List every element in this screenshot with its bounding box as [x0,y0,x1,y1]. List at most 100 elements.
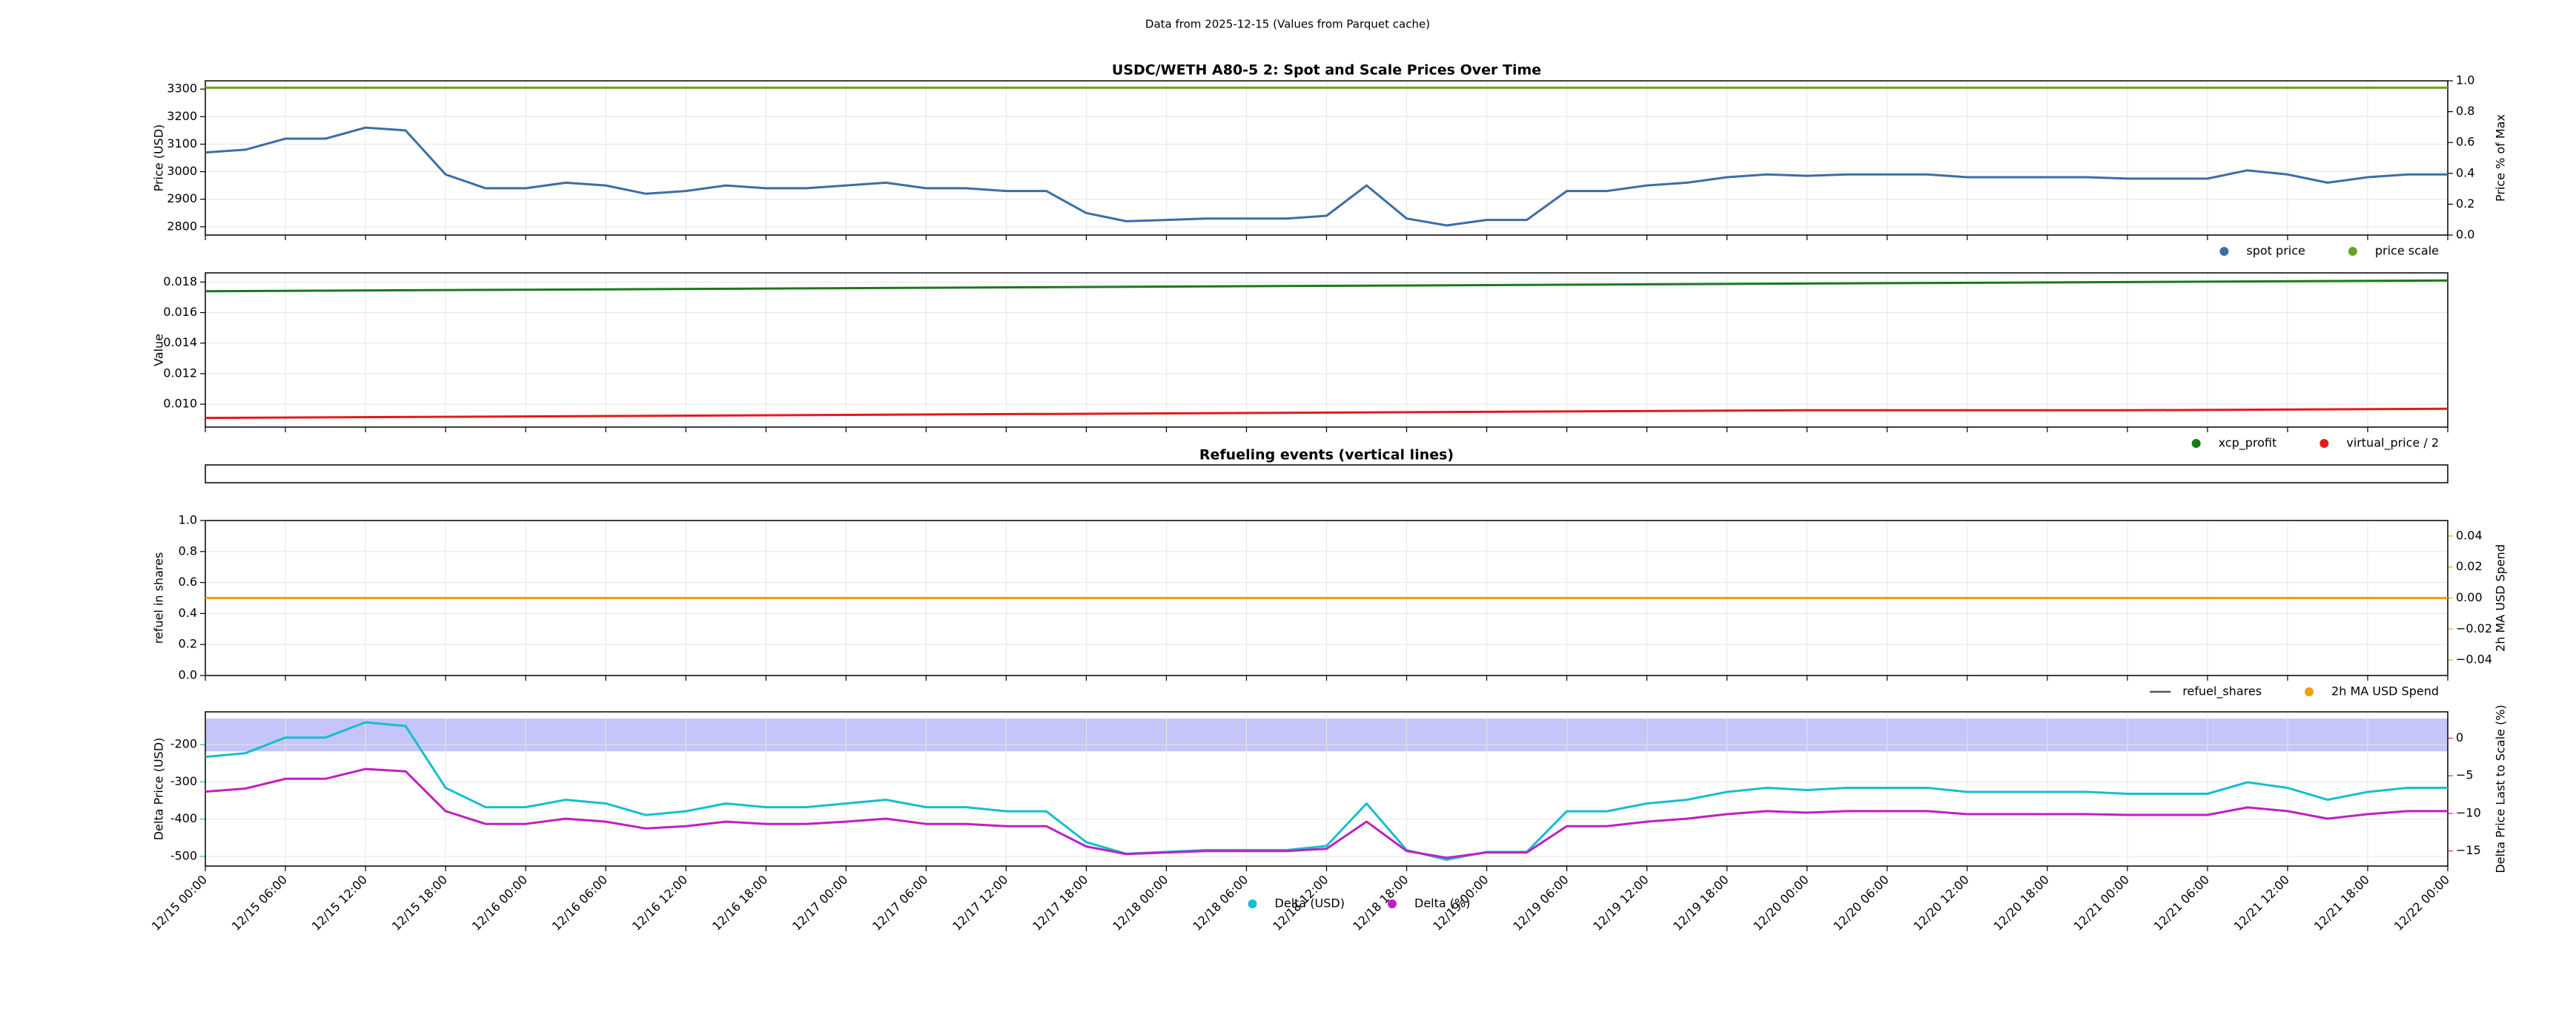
y2-tick-label: 0.04 [2456,528,2483,542]
x-tick-label: 12/19 06:00 [1510,873,1571,934]
y2-tick-label: −0.02 [2456,621,2492,635]
y2-tick-label: 1.0 [2456,73,2474,87]
x-tick-label: 12/19 12:00 [1590,873,1651,934]
y-axis-label: Price (USD) [152,125,166,192]
y2-tick-label: 0.8 [2456,104,2474,118]
figure-title: Data from 2025-12-15 (Values from Parque… [1145,18,1430,31]
x-tick-label: 12/18 06:00 [1190,873,1251,934]
axes-frame [205,464,2448,483]
legend-item: 2h MA USD Spend [2305,684,2439,698]
y-tick-label: -200 [170,737,197,751]
y-tick-label: -500 [170,848,197,862]
x-tick-label: 12/21 18:00 [2311,873,2372,934]
series-line [205,279,2448,293]
y2-tick-label: 0.2 [2456,196,2474,211]
y-tick-label: 0.2 [179,637,197,651]
y-tick-label: 0.4 [179,606,197,620]
panel-title: Refueling events (vertical lines) [1199,447,1454,463]
legend-marker [2348,247,2357,256]
x-tick-label: 12/16 00:00 [469,873,530,934]
y-tick-label: 0.8 [179,544,197,558]
y-axis-label: Delta Price (USD) [152,738,166,841]
legend-item: price scale [2348,244,2439,258]
y2-tick-label: 0.0 [2456,228,2474,242]
axes-frame [205,272,2448,428]
legend: spot price price scale [2219,244,2439,258]
x-tick-label: 12/16 18:00 [709,873,770,934]
y2-tick-label: −10 [2456,805,2481,819]
y2-axis-label: Price % of Max [2494,114,2508,202]
y-tick-label: 0.018 [163,274,197,288]
legend-item: xcp_profit [2191,436,2277,451]
y-tick-label: 0.010 [163,397,197,411]
x-tick-label: 12/21 06:00 [2151,873,2212,934]
legend-item: Delta (%) [1387,896,1470,911]
x-tick-label: 12/15 06:00 [229,873,290,934]
y-tick-label: 3000 [167,164,197,178]
y-tick-label: 2800 [167,219,197,233]
legend-label: 2h MA USD Spend [2331,684,2439,698]
panel-title: USDC/WETH A80-5 2: Spot and Scale Prices… [1112,62,1541,79]
series-line [205,407,2448,420]
y-tick-label: 2900 [167,191,197,205]
y-tick-label: 0.0 [179,668,197,682]
y2-tick-label: 0.02 [2456,559,2483,573]
y2-tick-label: −15 [2456,843,2481,857]
x-tick-label: 12/15 18:00 [389,873,450,934]
legend-label: refuel_shares [2182,684,2262,699]
y-tick-label: 3200 [167,109,197,123]
x-tick-label: 12/20 00:00 [1750,873,1811,934]
x-tick-label: 12/20 06:00 [1831,873,1892,934]
y-tick-label: -300 [170,774,197,788]
legend: xcp_profit virtual_price / 2 [2191,436,2439,451]
y-tick-label: 0.016 [163,305,197,319]
y-tick-label: 0.012 [163,366,197,380]
series-line [205,126,2448,227]
y-tick-label: 0.014 [163,335,197,349]
series-line [205,767,2448,859]
legend-marker [2320,439,2329,448]
y-tick-label: -400 [170,811,197,825]
x-tick-label: 12/17 00:00 [789,873,850,934]
x-tick-label: 12/17 12:00 [950,873,1010,934]
x-tick-label: 12/16 12:00 [629,873,690,934]
legend-item: spot price [2219,244,2305,258]
x-tick-label: 12/16 06:00 [549,873,610,934]
x-tick-label: 12/20 18:00 [1991,873,2052,934]
legend: Delta (USD) Delta (%) [1248,896,1470,911]
x-tick-label: 12/21 12:00 [2231,873,2292,934]
legend-label: Delta (%) [1414,896,1470,911]
y-tick-label: 1.0 [179,513,197,527]
y-tick-label: 0.6 [179,575,197,589]
legend-marker [1387,899,1397,908]
legend-item: virtual_price / 2 [2320,436,2439,451]
x-tick-label: 12/15 12:00 [309,873,370,934]
x-tick-label: 12/22 00:00 [2391,873,2452,934]
legend-label: xcp_profit [2219,436,2277,451]
x-tick-label: 12/18 18:00 [1350,873,1411,934]
y2-axis-label: 2h MA USD Spend [2494,544,2508,652]
legend-label: virtual_price / 2 [2346,436,2439,451]
y2-tick-label: 0.4 [2456,165,2474,179]
y2-axis-label: Delta Price Last to Scale (%) [2494,704,2508,873]
x-tick-label: 12/21 00:00 [2071,873,2132,934]
y-tick-label: 3100 [167,136,197,151]
legend: refuel_shares 2h MA USD Spend [2150,684,2439,699]
y2-tick-label: 0.00 [2456,590,2483,604]
y-axis-label: Value [152,334,166,366]
legend-label: Delta (USD) [1275,896,1345,911]
x-tick-label: 12/20 12:00 [1911,873,1972,934]
legend-item: Delta (USD) [1248,896,1345,911]
series-line [205,721,2448,861]
x-tick-label: 12/17 18:00 [1030,873,1090,934]
legend-item: refuel_shares [2150,684,2262,699]
y2-tick-label: 0.6 [2456,135,2474,149]
legend-label: spot price [2246,244,2305,258]
y-axis-label: refuel in shares [152,552,166,644]
legend-marker [2305,687,2314,696]
x-tick-label: 12/15 00:00 [149,873,210,934]
x-tick-label: 12/19 18:00 [1670,873,1731,934]
y2-tick-label: 0 [2456,730,2463,744]
legend-marker [1248,899,1257,908]
